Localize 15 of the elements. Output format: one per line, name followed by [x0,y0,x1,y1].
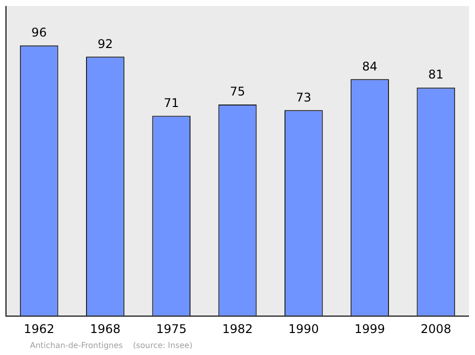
x-tick-label: 1975 [156,322,187,336]
x-tick-label: 1962 [24,322,54,336]
x-tick-label: 1999 [354,322,386,336]
data-label: 92 [98,36,113,51]
x-tick-label: 2008 [420,322,452,336]
data-label: 75 [230,84,246,99]
x-tick-label: 1990 [288,322,319,336]
data-label: 71 [164,96,179,110]
text: Antichan-de-Frontignes (source: Insee) [30,341,192,350]
data-label: 81 [428,68,444,82]
data-label: 73 [296,90,312,104]
data-label: 96 [31,26,47,40]
data-label: 84 [362,59,378,74]
x-tick-label: 1968 [90,322,120,336]
x-tick-label: 1982 [222,322,253,336]
